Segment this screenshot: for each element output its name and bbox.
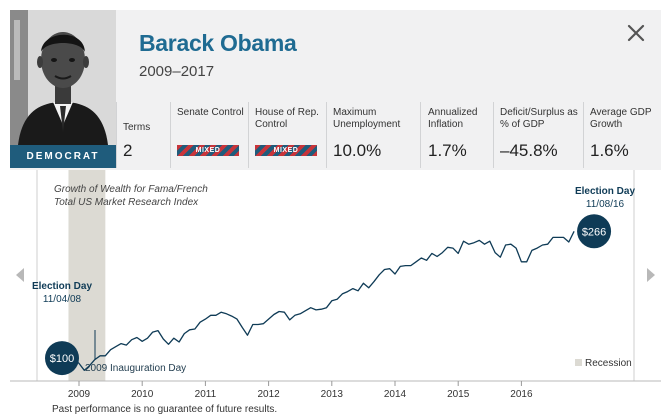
header-panel <box>10 10 661 170</box>
end-value-marker <box>577 214 612 249</box>
chevron-right-icon <box>647 268 655 282</box>
start-annotation-title: Election Day <box>32 281 92 292</box>
president-name: Barack Obama <box>139 30 297 56</box>
stat-label-inflation: Annualized Inflation <box>428 107 478 130</box>
recession-legend-swatch <box>575 359 582 366</box>
x-tick-label: 2009 <box>68 389 91 400</box>
chevron-left-icon <box>16 268 24 282</box>
x-tick-label: 2014 <box>384 389 407 400</box>
start-value-label: $100 <box>50 353 74 365</box>
stat-divider <box>116 102 117 168</box>
x-tick-label: 2013 <box>321 389 344 400</box>
stat-divider <box>583 102 584 168</box>
chart-subtitle: Total US Market Research Index <box>54 197 199 208</box>
stat-value-unemployment: 10.0% <box>333 141 382 160</box>
x-tick-label: 2010 <box>131 389 154 400</box>
senate-mixed-badge: MIXED <box>177 145 239 156</box>
stat-value-deficit: –45.8% <box>500 141 558 160</box>
stat-divider <box>420 102 421 168</box>
chart-title: Growth of Wealth for Fama/French <box>54 184 208 195</box>
end-value-label: $266 <box>582 226 606 238</box>
close-icon <box>627 24 645 42</box>
recession-legend-label: Recession <box>585 358 632 369</box>
president-portrait <box>10 10 116 145</box>
stat-value-terms: 2 <box>123 141 133 160</box>
president-years: 2009–2017 <box>139 63 215 80</box>
x-axis-tick-labels: 2009 2010 2011 2012 2013 2014 2015 2016 <box>68 389 533 400</box>
start-value-marker <box>45 341 79 376</box>
stat-label-unemployment: Maximum Unemployment <box>333 107 401 130</box>
x-tick-label: 2011 <box>195 389 217 400</box>
start-annotation-date: 11/04/08 <box>43 294 82 305</box>
footnote: Past performance is no guarantee of futu… <box>52 404 278 415</box>
party-badge: DEMOCRAT <box>10 145 116 168</box>
x-tick-label: 2015 <box>447 389 470 400</box>
end-annotation-title: Election Day <box>575 186 635 197</box>
stat-label-house: House of Rep. Control <box>255 107 319 130</box>
x-tick-label: 2016 <box>510 389 533 400</box>
recession-band <box>68 170 106 381</box>
next-button[interactable] <box>643 265 659 285</box>
stat-divider <box>248 102 249 168</box>
end-annotation-date: 11/08/16 <box>586 199 625 210</box>
stat-value-gdp: 1.6% <box>590 141 629 160</box>
close-button[interactable] <box>623 20 649 46</box>
stat-value-inflation: 1.7% <box>428 141 467 160</box>
x-axis-ticks <box>78 381 522 386</box>
stat-label-senate: Senate Control <box>177 107 244 118</box>
wealth-growth-chart: 2009 2010 2011 2012 2013 2014 2015 2016 Growth … <box>10 170 661 400</box>
previous-button[interactable] <box>12 265 28 285</box>
stat-divider <box>326 102 327 168</box>
stat-divider <box>170 102 171 168</box>
stat-label-terms: Terms <box>123 122 151 133</box>
series-line <box>68 231 575 371</box>
stat-label-deficit: Deficit/Surplus as % of GDP <box>500 107 578 130</box>
x-tick-label: 2012 <box>257 389 280 400</box>
stat-label-gdp: Average GDP Growth <box>590 107 652 130</box>
stat-divider <box>493 102 494 168</box>
house-mixed-badge: MIXED <box>255 145 317 156</box>
inauguration-label: 2009 Inauguration Day <box>85 363 186 374</box>
